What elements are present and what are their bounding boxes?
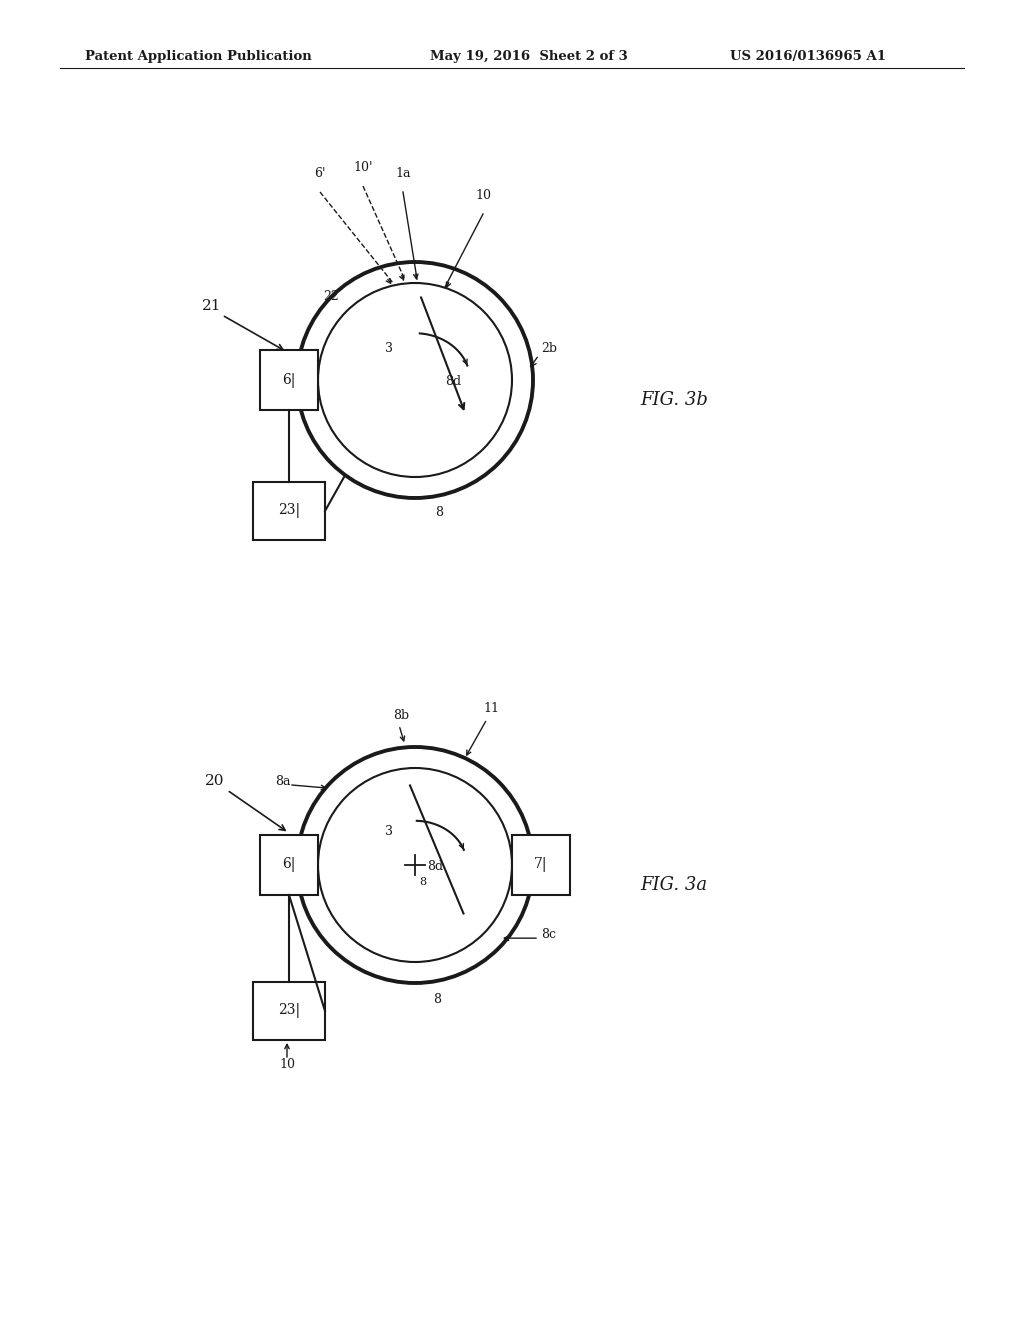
Text: FIG. 3a: FIG. 3a — [640, 876, 708, 894]
Text: 6|: 6| — [283, 372, 296, 388]
Text: 8: 8 — [435, 506, 443, 519]
Text: 23|: 23| — [278, 1003, 300, 1019]
Text: 3: 3 — [385, 825, 393, 838]
Text: 8d: 8d — [445, 375, 461, 388]
Text: 8b: 8b — [393, 709, 410, 722]
Text: 10: 10 — [279, 1059, 295, 1071]
Bar — [253, 982, 325, 1040]
Text: 8a: 8a — [275, 775, 291, 788]
Text: FIG. 3b: FIG. 3b — [640, 391, 708, 409]
Text: 2b: 2b — [541, 342, 557, 355]
Text: 10: 10 — [475, 189, 490, 202]
Text: Patent Application Publication: Patent Application Publication — [85, 50, 311, 63]
Bar — [260, 836, 318, 895]
Text: 22: 22 — [323, 290, 339, 304]
Text: 23|: 23| — [278, 503, 300, 519]
Text: 8: 8 — [433, 993, 441, 1006]
Text: US 2016/0136965 A1: US 2016/0136965 A1 — [730, 50, 886, 63]
Text: May 19, 2016  Sheet 2 of 3: May 19, 2016 Sheet 2 of 3 — [430, 50, 628, 63]
Bar — [512, 836, 570, 895]
Text: 10': 10' — [353, 161, 373, 174]
Text: 8c: 8c — [541, 928, 556, 941]
Text: 8: 8 — [419, 876, 426, 887]
Text: 21: 21 — [202, 300, 221, 313]
Text: 6|: 6| — [283, 858, 296, 873]
Text: 20: 20 — [205, 774, 224, 788]
Text: 11: 11 — [483, 702, 499, 715]
Text: 7|: 7| — [535, 858, 548, 873]
Text: 6': 6' — [314, 168, 326, 180]
Text: 1a: 1a — [395, 168, 411, 180]
Bar — [260, 350, 318, 411]
Bar — [253, 482, 325, 540]
Text: 3: 3 — [385, 342, 393, 355]
Text: 8d: 8d — [427, 861, 443, 873]
